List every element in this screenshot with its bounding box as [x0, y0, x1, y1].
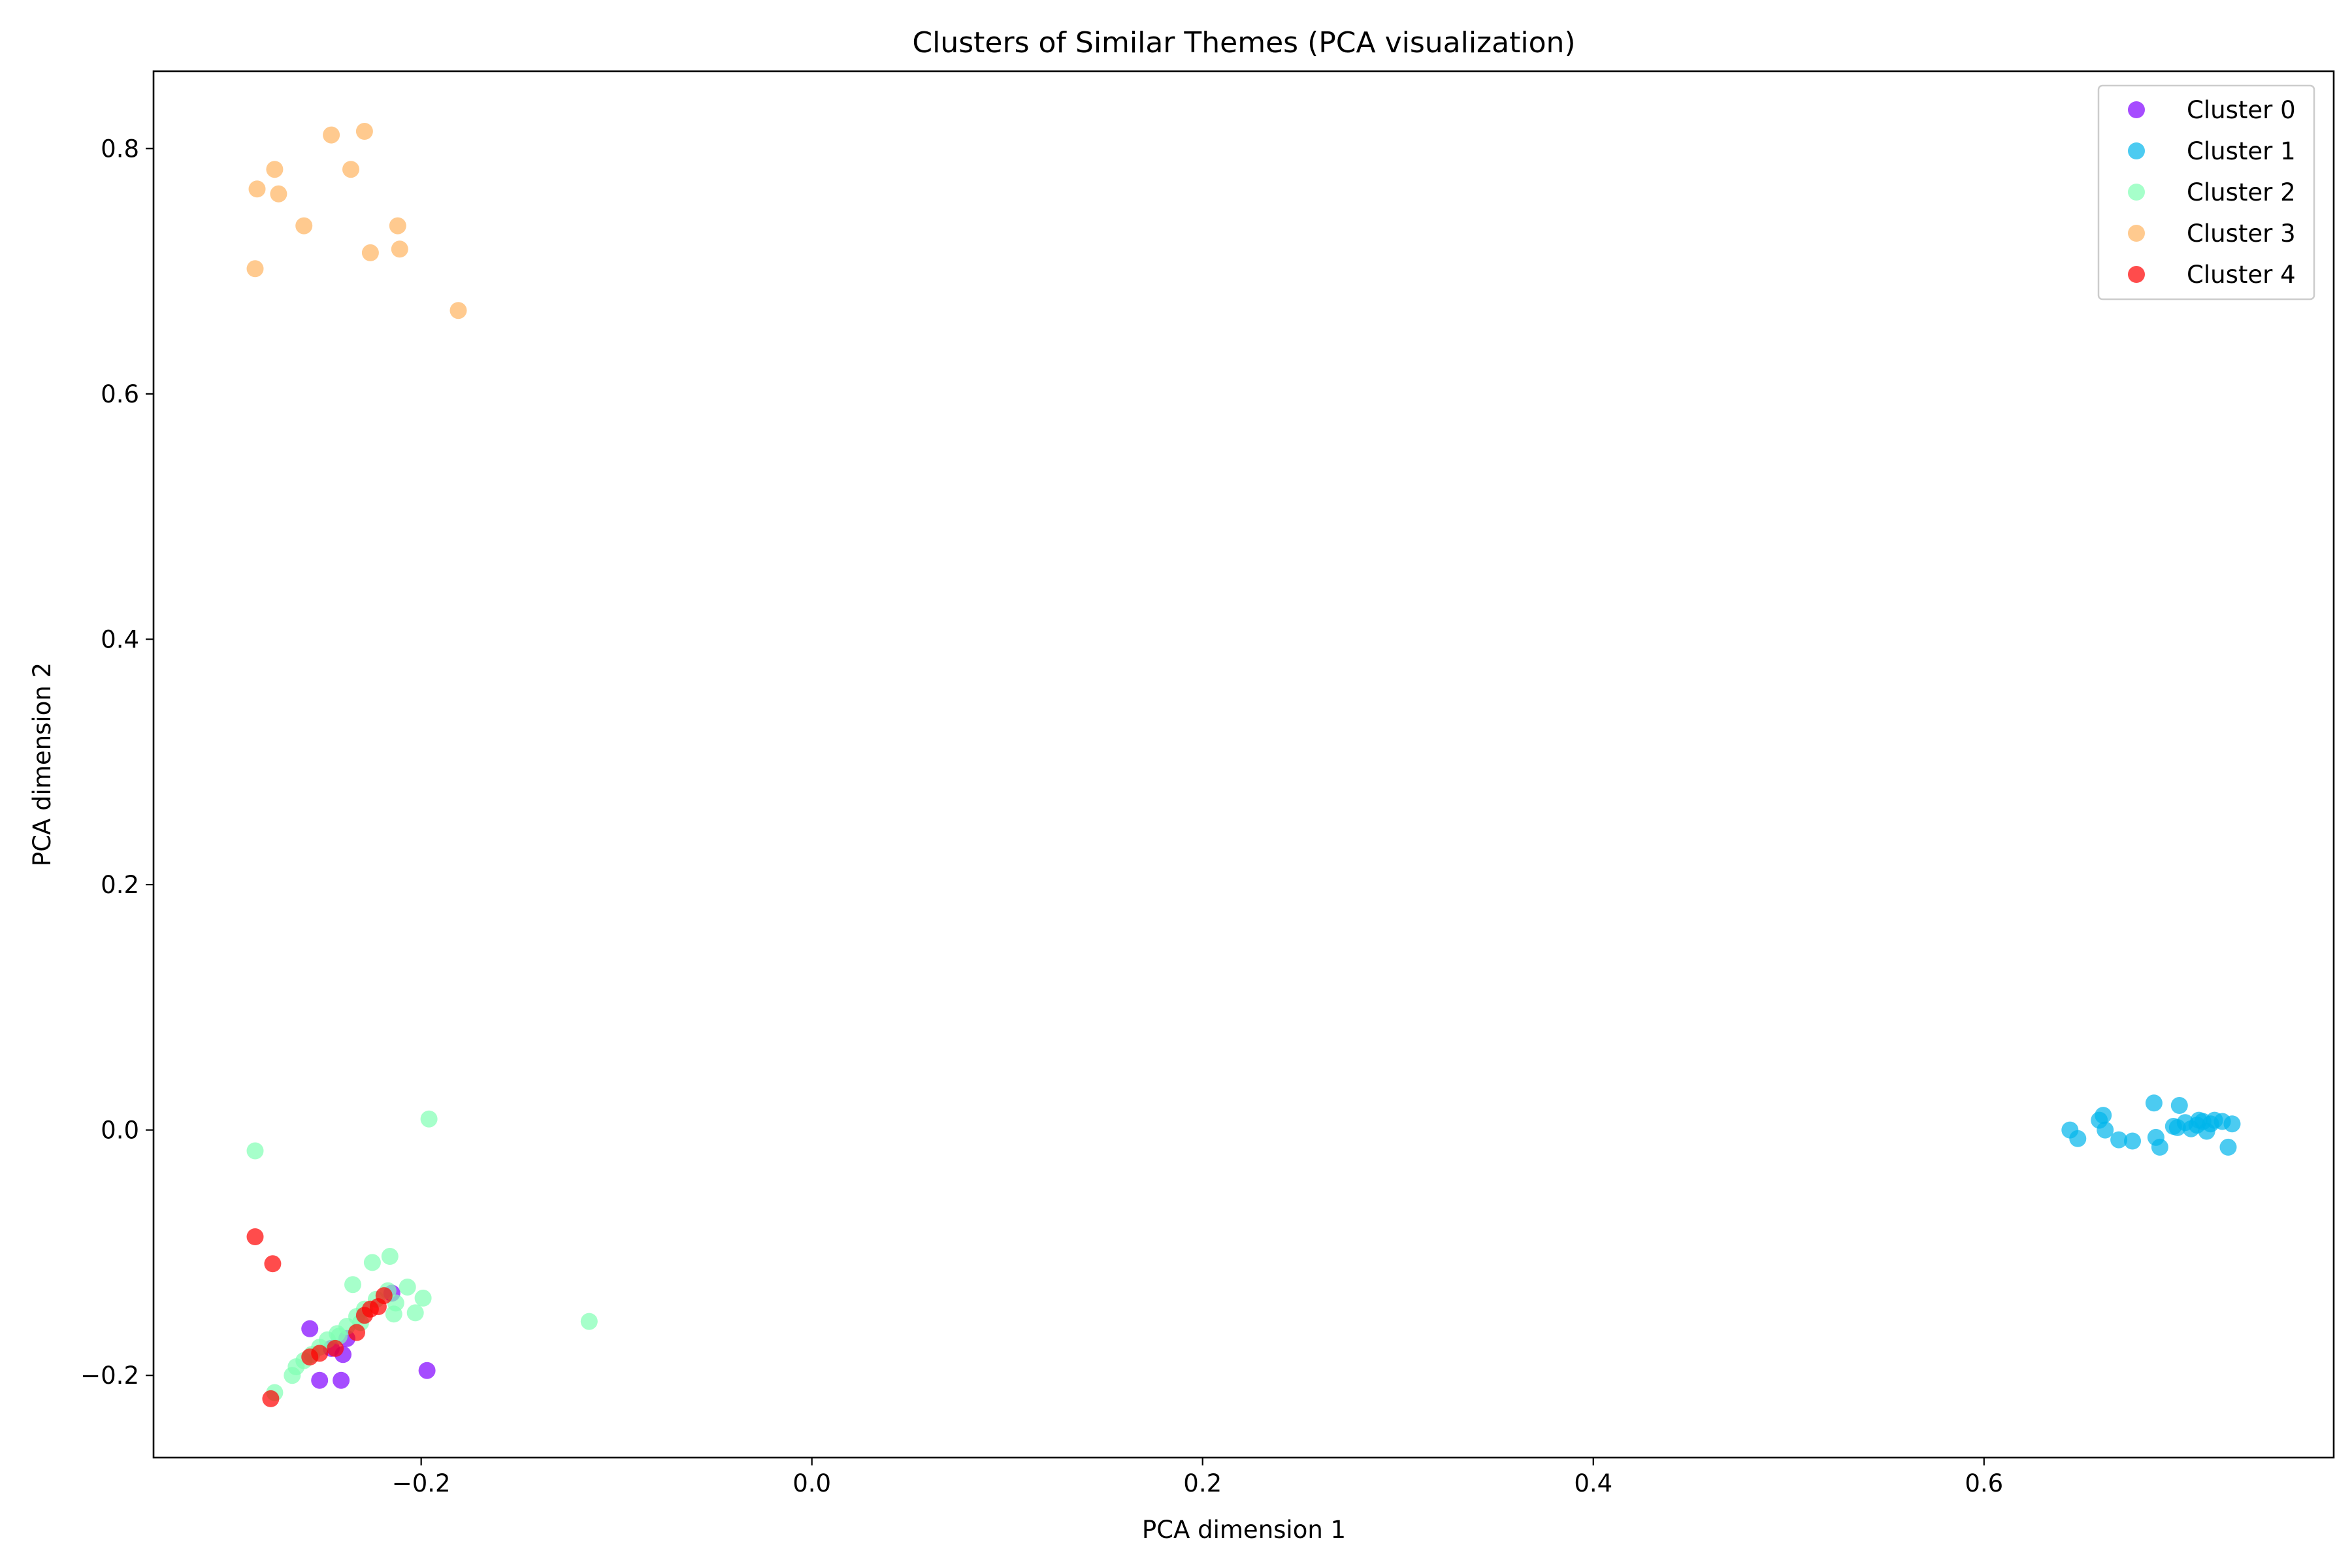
- x-tick-label: 0.4: [1574, 1469, 1612, 1497]
- data-point-cluster-1: [2095, 1107, 2112, 1124]
- data-point-cluster-4: [301, 1348, 319, 1365]
- data-point-cluster-2: [580, 1313, 598, 1330]
- x-axis-label: PCA dimension 1: [1142, 1516, 1346, 1544]
- data-point-cluster-1: [2170, 1097, 2188, 1114]
- data-point-cluster-3: [246, 260, 264, 278]
- x-tick-label: −0.2: [392, 1469, 451, 1497]
- y-tick-label: 0.6: [101, 380, 139, 408]
- data-point-cluster-1: [2151, 1138, 2168, 1156]
- data-point-cluster-2: [284, 1367, 301, 1384]
- plot-frame: [152, 70, 2335, 1459]
- legend-marker-cluster-0: [2128, 101, 2145, 118]
- legend-label-cluster-4: Cluster 4: [2187, 261, 2296, 289]
- chart-title: Clusters of Similar Themes (PCA visualiz…: [912, 26, 1575, 59]
- data-point-cluster-1: [2069, 1130, 2087, 1147]
- y-tick-label: 0.4: [101, 625, 139, 653]
- legend-label-cluster-0: Cluster 0: [2187, 96, 2296, 124]
- data-point-cluster-0: [301, 1320, 319, 1337]
- data-point-cluster-1: [2124, 1132, 2141, 1150]
- data-point-cluster-1: [2145, 1094, 2163, 1112]
- y-axis-label: PCA dimension 2: [28, 662, 56, 866]
- x-tick-label: 0.6: [1965, 1469, 2003, 1497]
- data-point-cluster-4: [348, 1324, 365, 1341]
- data-point-cluster-2: [246, 1142, 264, 1160]
- data-point-cluster-3: [266, 161, 284, 178]
- legend-marker-cluster-4: [2128, 266, 2145, 283]
- legend-marker-cluster-3: [2128, 225, 2145, 242]
- data-point-cluster-0: [311, 1371, 329, 1389]
- data-point-cluster-3: [449, 302, 467, 319]
- data-point-cluster-2: [381, 1248, 399, 1265]
- data-point-cluster-1: [2097, 1121, 2114, 1139]
- x-axis: −0.2 0.0 0.2 0.4 0.6: [392, 1458, 2003, 1497]
- data-point-cluster-3: [389, 217, 406, 235]
- y-tick-label: 0.8: [101, 135, 139, 163]
- data-point-cluster-4: [262, 1390, 280, 1407]
- data-point-cluster-3: [323, 126, 340, 144]
- data-point-cluster-1: [2219, 1138, 2237, 1156]
- legend: Cluster 0 Cluster 1 Cluster 2 Cluster 3 Clus…: [2097, 84, 2315, 301]
- data-point-cluster-3: [391, 240, 408, 258]
- legend-frame: [2097, 84, 2315, 301]
- data-point-cluster-2: [406, 1304, 424, 1322]
- legend-label-cluster-2: Cluster 2: [2187, 178, 2296, 206]
- data-point-cluster-4: [264, 1255, 282, 1273]
- y-tick-label: 0.2: [101, 871, 139, 899]
- data-point-cluster-1: [2168, 1119, 2186, 1136]
- y-tick-label: −0.2: [80, 1362, 139, 1390]
- data-point-cluster-2: [420, 1110, 438, 1128]
- data-point-cluster-2: [399, 1279, 416, 1296]
- y-tick-label: 0.0: [101, 1117, 139, 1145]
- x-tick-label: 0.0: [792, 1469, 831, 1497]
- data-point-cluster-1: [2223, 1115, 2241, 1133]
- data-point-cluster-1: [2190, 1111, 2208, 1129]
- legend-label-cluster-1: Cluster 1: [2187, 137, 2296, 165]
- data-point-cluster-3: [361, 244, 379, 261]
- data-point-cluster-2: [363, 1254, 381, 1271]
- data-point-cluster-3: [248, 180, 266, 198]
- legend-marker-cluster-2: [2128, 184, 2145, 201]
- data-point-cluster-0: [333, 1371, 350, 1389]
- data-point-cluster-4: [327, 1339, 344, 1357]
- data-point-cluster-4: [355, 1307, 373, 1324]
- x-tick-label: 0.2: [1183, 1469, 1222, 1497]
- data-point-cluster-3: [342, 161, 359, 178]
- legend-label-cluster-3: Cluster 3: [2187, 220, 2296, 248]
- data-point-cluster-3: [270, 185, 287, 203]
- data-point-cluster-1: [2110, 1131, 2128, 1149]
- data-point-cluster-2: [414, 1289, 432, 1307]
- data-point-cluster-4: [246, 1228, 264, 1245]
- data-point-cluster-3: [355, 123, 373, 140]
- data-point-cluster-2: [344, 1276, 361, 1294]
- y-axis: −0.2 0.0 0.2 0.4 0.6 0.8: [80, 135, 154, 1390]
- legend-marker-cluster-1: [2128, 142, 2145, 159]
- data-point-cluster-2: [329, 1325, 346, 1343]
- data-point-cluster-3: [295, 217, 313, 235]
- points-layer: [246, 123, 2241, 1407]
- data-point-cluster-0: [418, 1362, 436, 1379]
